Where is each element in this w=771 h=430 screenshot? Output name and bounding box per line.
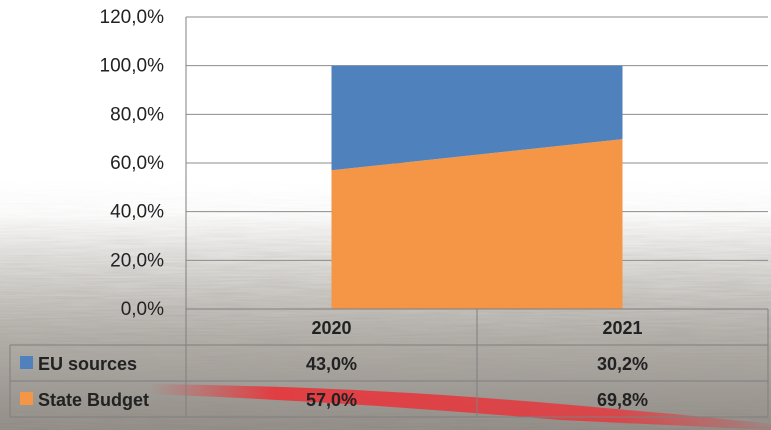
y-tick-label: 60,0% xyxy=(110,153,164,174)
y-tick-label: 100,0% xyxy=(100,56,165,77)
plot-area xyxy=(331,65,623,309)
area-state-budget xyxy=(331,139,623,309)
data-value-label: 30,2% xyxy=(597,354,648,374)
y-tick-label: 20,0% xyxy=(110,250,164,271)
data-value-label: 69,8% xyxy=(597,390,648,410)
legend-swatch-eu-sources xyxy=(20,356,33,369)
y-tick-label: 120,0% xyxy=(100,7,165,28)
y-axis: 0,0% 20,0% 40,0% 60,0% 80,0% 100,0% 120,0% xyxy=(100,7,768,320)
background-red-stripe xyxy=(150,384,771,430)
data-value-label: 43,0% xyxy=(306,354,357,374)
data-table: 2020 2021 EU sources 43,0% 30,2% State Budget… xyxy=(9,308,769,418)
y-tick-label: 40,0% xyxy=(110,202,164,223)
x-category-label: 2021 xyxy=(602,318,642,338)
x-category-label: 2020 xyxy=(311,318,351,338)
y-tick-label: 0,0% xyxy=(121,299,164,320)
area-eu-sources xyxy=(331,65,623,171)
legend-label: EU sources xyxy=(38,354,137,374)
legend-swatch-state-budget xyxy=(20,392,33,405)
data-value-label: 57,0% xyxy=(306,390,357,410)
legend-label: State Budget xyxy=(38,390,149,410)
y-tick-label: 80,0% xyxy=(110,104,164,125)
